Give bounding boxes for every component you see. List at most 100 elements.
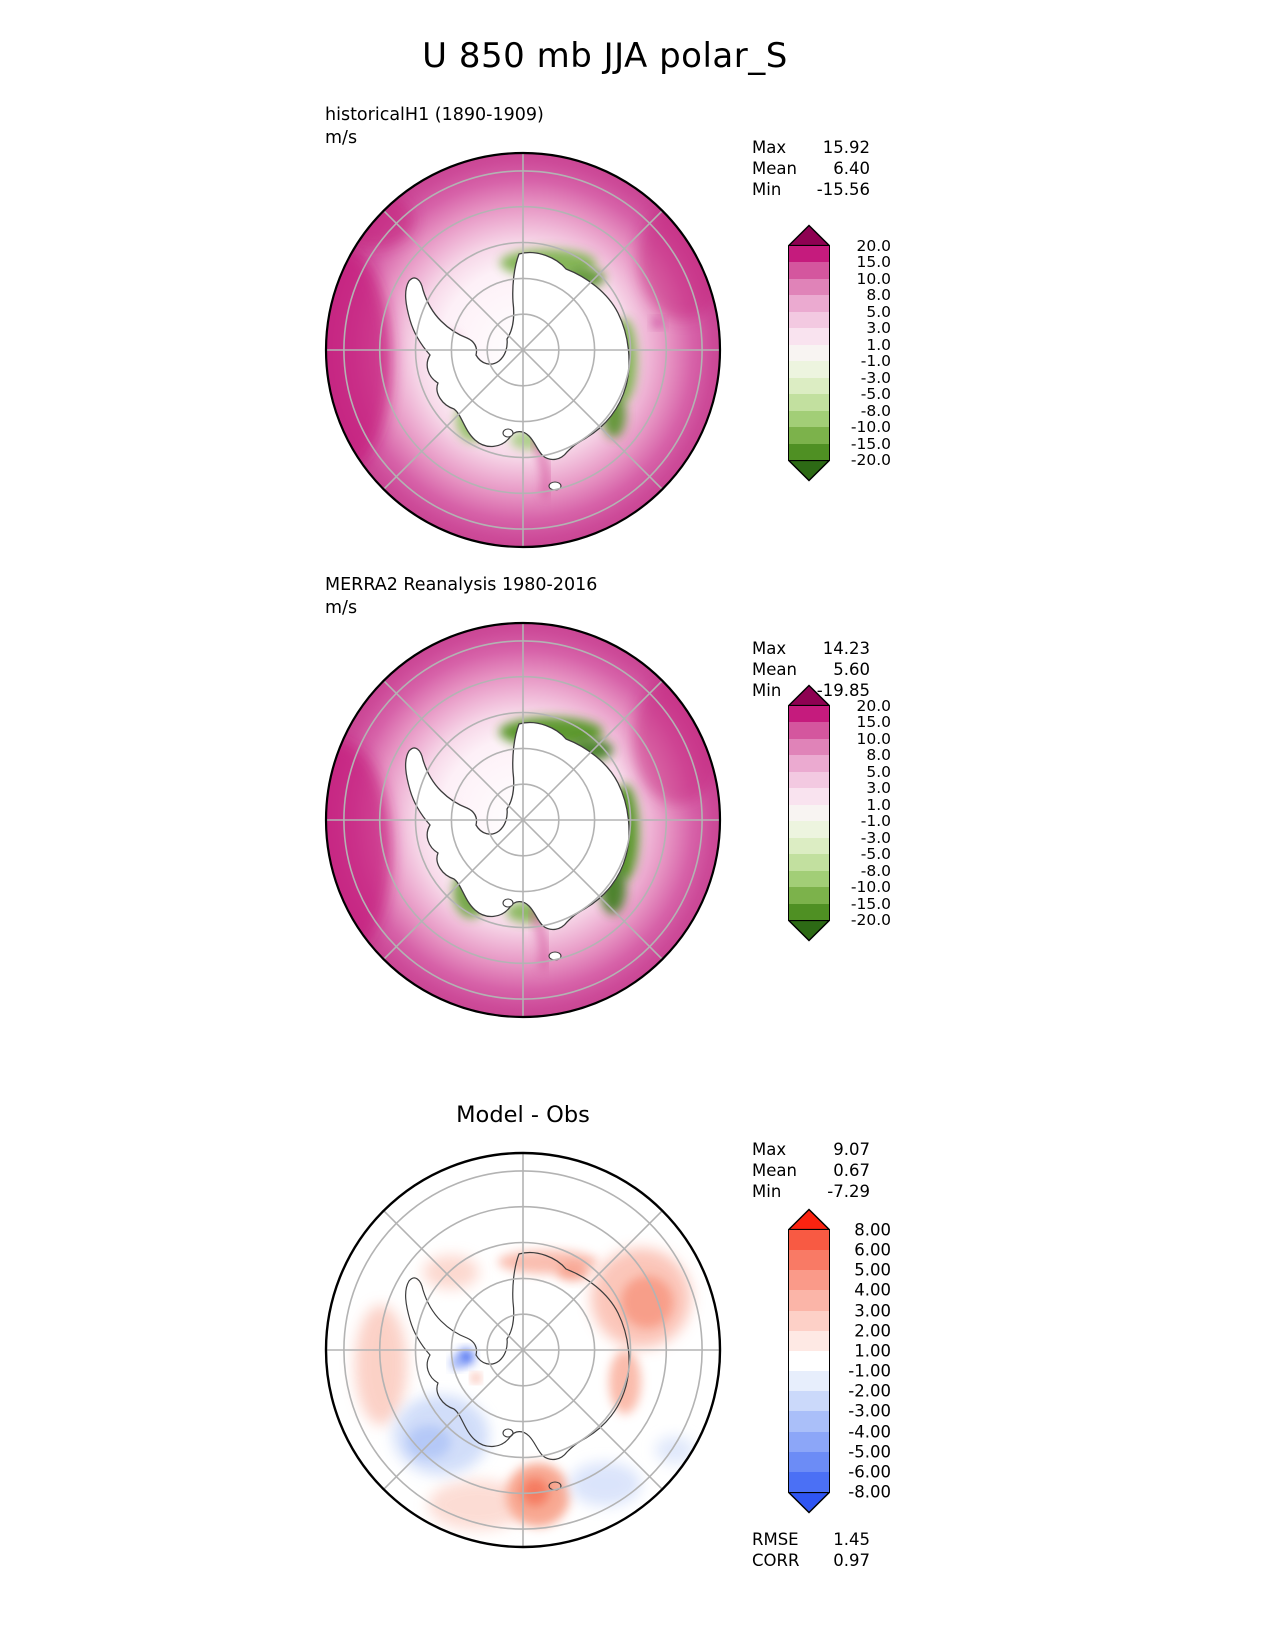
colorbar-tick-label: -2.00: [848, 1381, 891, 1401]
figure-title: U 850 mb JJA polar_S: [422, 36, 788, 76]
colorbar-tick-label: 5.0: [866, 762, 891, 781]
colorbar-segment: [789, 377, 829, 395]
polar-map-obs: [324, 621, 722, 1019]
colorbar-tick-label: 3.0: [866, 779, 891, 798]
stat-label: Min: [752, 681, 782, 700]
stat-label: Mean: [752, 660, 797, 679]
colorbar-segment: [789, 1230, 829, 1251]
colorbar-tick-label: -3.0: [860, 368, 891, 387]
colorbar-tick-label: -20.0: [850, 451, 891, 469]
colorbar-model: 20.0 15.0 10.0 8.0 5.0 3.0 1.0 -1.0 -3.0 -5.0 -8.0…: [788, 224, 891, 482]
colorbar-segment: [789, 311, 829, 329]
colorbar-diff: 8.00 6.00 5.00 4.00 3.00 2.00 1.00 -1.00 -2.00 -3…: [788, 1208, 891, 1514]
colorbar-segment: [789, 1431, 829, 1452]
colorbar-tick-label: -20.0: [850, 911, 891, 929]
colorbar-under-arrow: [788, 920, 830, 942]
panel-2-stats: Max 14.23 Mean 5.60 Min -19.85: [752, 638, 870, 701]
colorbar-tick-label: -10.0: [850, 418, 891, 437]
polar-map-diff: [324, 1151, 722, 1549]
colorbar-ticks: 8.00 6.00 5.00 4.00 3.00 2.00 1.00 -1.00 -2.00 -3…: [837, 1221, 891, 1502]
colorbar-tick-label: 1.0: [866, 795, 891, 814]
stat-row: Min -19.85: [752, 680, 870, 701]
colorbar-segment: [789, 1451, 829, 1472]
stat-value: 6.40: [833, 159, 870, 178]
stat-value: 5.60: [833, 660, 870, 679]
stat-row: Max 15.92: [752, 137, 870, 158]
colorbar-body: [788, 1230, 830, 1493]
colorbar-tick-label: 2.00: [854, 1321, 891, 1341]
colorbar-segment: [789, 854, 829, 871]
stat-row: Mean 0.67: [752, 1160, 870, 1181]
panel-1-units: m/s: [325, 128, 358, 148]
colorbar-tick-label: 15.0: [856, 253, 891, 272]
colorbar-tick-label: 8.0: [866, 746, 891, 765]
colorbar-under-arrow: [788, 1492, 830, 1514]
panel-1-stats: Max 15.92 Mean 6.40 Min -15.56: [752, 137, 870, 200]
panel-1-title: historicalH1 (1890-1909): [325, 105, 544, 125]
colorbar-tick-label: 20.0: [856, 237, 891, 255]
colorbar-body: [788, 246, 830, 461]
metric-value: 0.97: [833, 1551, 870, 1570]
colorbar-segment: [789, 427, 829, 444]
panel-3-title: Model - Obs: [456, 1102, 590, 1128]
colorbar-segment: [789, 1350, 829, 1372]
colorbar-tick-label: -5.0: [860, 845, 891, 864]
colorbar-segment: [789, 443, 829, 461]
stat-value: -7.29: [827, 1182, 870, 1201]
colorbar-segment: [789, 278, 829, 296]
colorbar-tick-label: -8.0: [860, 861, 891, 880]
stat-label: Min: [752, 1182, 782, 1201]
panel-2-units: m/s: [325, 598, 358, 618]
colorbar-body: [788, 706, 830, 921]
colorbar-tick-label: 10.0: [856, 729, 891, 748]
colorbar-segment: [789, 771, 829, 789]
colorbar-segment: [789, 1330, 829, 1351]
panel-3-stats: Max 9.07 Mean 0.67 Min -7.29: [752, 1139, 870, 1202]
colorbar-segment: [789, 870, 829, 888]
stat-label: Min: [752, 180, 782, 199]
colorbar-tick-label: 1.00: [854, 1341, 891, 1361]
colorbar-tick-label: 3.00: [854, 1301, 891, 1321]
colorbar-tick-label: -8.00: [848, 1482, 891, 1502]
stat-row: Min -7.29: [752, 1181, 870, 1202]
colorbar-segment: [789, 903, 829, 921]
colorbar-tick-label: -4.00: [848, 1422, 891, 1442]
stat-row: Mean 6.40: [752, 158, 870, 179]
colorbar-tick-label: 10.0: [856, 269, 891, 288]
colorbar-tick-label: -1.00: [848, 1361, 891, 1381]
colorbar-segment: [789, 788, 829, 805]
colorbar-segment: [789, 262, 829, 279]
stat-value: -19.85: [816, 681, 870, 700]
metric-label: CORR: [752, 1551, 800, 1570]
colorbar-segment: [789, 1270, 829, 1291]
colorbar-segment: [789, 722, 829, 739]
colorbar-segment: [789, 821, 829, 838]
colorbar-segment: [789, 344, 829, 362]
colorbar-tick-label: -1.0: [860, 352, 891, 371]
colorbar-tick-label: -8.0: [860, 401, 891, 420]
colorbar-tick-label: 5.00: [854, 1260, 891, 1280]
colorbar-segment: [789, 1290, 829, 1311]
colorbar-tick-label: -5.00: [848, 1442, 891, 1462]
stat-label: Max: [752, 1140, 787, 1159]
colorbar-tick-label: 5.0: [866, 302, 891, 321]
colorbar-segment: [789, 1250, 829, 1271]
metric-value: 1.45: [833, 1530, 870, 1549]
colorbar-segment: [789, 1310, 829, 1331]
stat-value: -15.56: [816, 180, 870, 199]
colorbar-under-arrow: [788, 460, 830, 482]
colorbar-segment: [789, 361, 829, 378]
stat-value: 14.23: [822, 639, 870, 658]
colorbar-ticks: 20.0 15.0 10.0 8.0 5.0 3.0 1.0 -1.0 -3.0 -5.0 -8.0…: [837, 697, 891, 929]
colorbar-tick-label: -5.0: [860, 385, 891, 404]
metric-label: RMSE: [752, 1530, 799, 1549]
stat-label: Mean: [752, 1161, 797, 1180]
colorbar-segment: [789, 887, 829, 904]
metric-row: CORR 0.97: [752, 1550, 870, 1571]
colorbar-over-arrow: [788, 1208, 830, 1230]
panel-2-header: MERRA2 Reanalysis 1980-2016 m/s: [325, 574, 597, 620]
colorbar-over-arrow: [788, 224, 830, 246]
colorbar-segment: [789, 804, 829, 822]
colorbar-segment: [789, 410, 829, 428]
